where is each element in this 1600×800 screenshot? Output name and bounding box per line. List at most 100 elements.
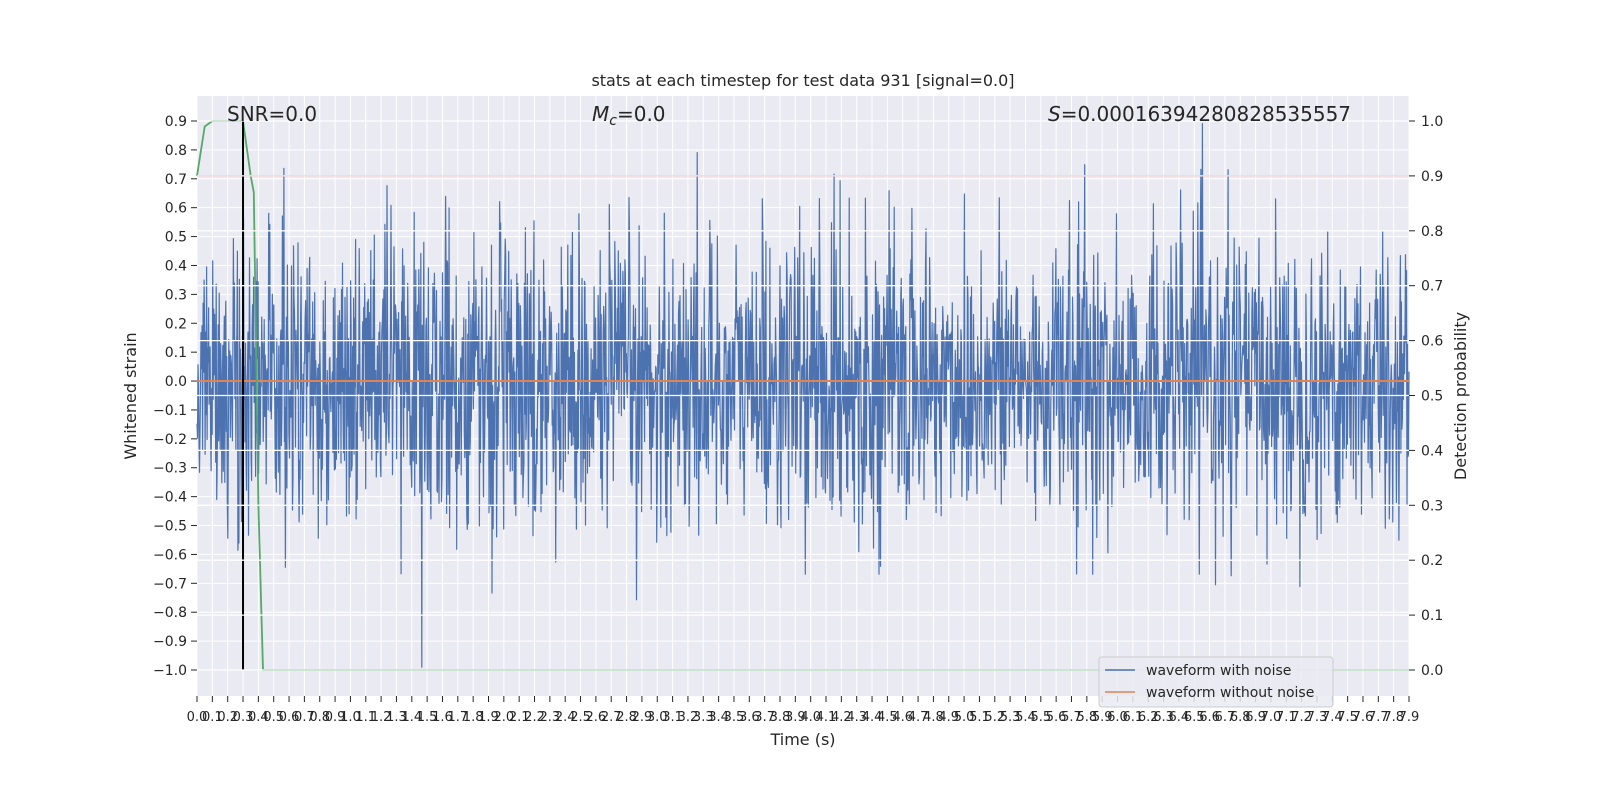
x-axis-label: Time (s): [769, 730, 835, 749]
x-tick-label: 5.4: [1015, 710, 1036, 725]
x-tick-label: 4.0: [800, 710, 821, 725]
x-tick-label: 7.0: [1261, 710, 1282, 725]
x-tick-label: 7.4: [1322, 710, 1343, 725]
x-tick-label: 7.9: [1399, 710, 1420, 725]
y2-tick-label: 0.2: [1421, 553, 1443, 569]
x-tick-label: 6.8: [1230, 710, 1251, 725]
y2-tick-label: 0.1: [1421, 608, 1443, 624]
y2-tick-label: 0.7: [1421, 279, 1443, 295]
x-tick-label: 7.3: [1307, 710, 1328, 725]
x-tick-label: 7.1: [1276, 710, 1297, 725]
y-tick-label: −0.4: [153, 490, 187, 506]
y2-tick-label: 1.0: [1421, 114, 1443, 130]
x-tick-label: 0.1: [202, 710, 223, 725]
x-tick-label: 7.6: [1353, 710, 1374, 725]
x-tick-label: 4.9: [938, 710, 959, 725]
x-tick-label: 6.3: [1153, 710, 1174, 725]
x-tick-label: 6.2: [1138, 710, 1159, 725]
x-tick-label: 1.3: [386, 710, 407, 725]
x-tick-label: 5.5: [1030, 710, 1051, 725]
s-annotation: S=0.00016394280828535557: [1048, 102, 1351, 126]
x-tick-label: 3.4: [708, 710, 729, 725]
y-tick-label: 0.7: [165, 172, 187, 188]
y-tick-label: −0.2: [153, 432, 187, 448]
y2-tick-label: 0.3: [1421, 498, 1443, 514]
y2-gridlines: [197, 120, 1409, 671]
y-tick-label: 0.8: [165, 143, 187, 159]
legend-box: [1098, 656, 1334, 708]
y-tick-label: 0.9: [165, 114, 187, 130]
y-tick-label: −0.8: [153, 605, 187, 621]
y-tick-label: −0.3: [153, 461, 187, 477]
y2-axis-ticks: 1.0 0.9 0.8 0.7 0.6 0.5 0.4 0.3 0.2 0.1 0.0: [1409, 114, 1443, 679]
x-tick-label: 5.6: [1046, 710, 1067, 725]
x-tick-label: 5.2: [984, 710, 1005, 725]
y-tick-label: −0.1: [153, 403, 187, 419]
series-waveform-with-noise: [196, 122, 1410, 668]
x-tick-label: 0.8: [309, 710, 330, 725]
x-tick-label: 1.0: [340, 710, 361, 725]
x-tick-label: 4.8: [923, 710, 944, 725]
x-tick-label: 2.3: [540, 710, 561, 725]
x-tick-label: 4.3: [846, 710, 867, 725]
x-tick-label: 3.7: [754, 710, 775, 725]
y-axis-ticks: 0.9 0.8 0.7 0.6 0.5 0.4 0.3 0.2 0.1 0.0 −0.1 −0.2 −0…: [153, 114, 197, 679]
y2-tick-label: 0.9: [1421, 169, 1443, 185]
x-tick-label: 1.6: [432, 710, 453, 725]
x-tick-label: 7.5: [1337, 710, 1358, 725]
x-tick-label: 3.0: [647, 710, 668, 725]
x-tick-label: 6.7: [1215, 710, 1236, 725]
x-tick-label: 6.9: [1245, 710, 1266, 725]
x-tick-label: 2.7: [601, 710, 622, 725]
x-tick-label: 3.3: [693, 710, 714, 725]
x-tick-label: 1.2: [371, 710, 392, 725]
x-axis-ticks: 0.00.10.20.30.40.50.60.70.80.91.01.11.21…: [187, 696, 1420, 725]
x-tick-label: 2.1: [509, 710, 530, 725]
x-tick-label: 0.4: [248, 710, 269, 725]
waveform-with-noise-line: [196, 122, 1410, 668]
y-tick-label: −0.6: [153, 547, 187, 563]
x-tick-label: 1.9: [478, 710, 499, 725]
y-tick-label: −0.9: [153, 634, 187, 650]
x-tick-label: 0.5: [263, 710, 284, 725]
y-tick-label: −1.0: [153, 663, 187, 679]
x-tick-label: 4.2: [831, 710, 852, 725]
mc-subscript: c: [609, 113, 617, 129]
x-tick-label: 6.0: [1107, 710, 1128, 725]
mc-symbol: M: [592, 102, 609, 126]
legend-label-waveform-with-noise: waveform with noise: [1146, 663, 1291, 679]
x-tick-label: 2.5: [570, 710, 591, 725]
x-tick-label: 2.8: [616, 710, 637, 725]
x-tick-label: 0.3: [233, 710, 254, 725]
x-tick-label: 5.3: [1000, 710, 1021, 725]
y2-tick-label: 0.8: [1421, 224, 1443, 240]
x-tick-label: 5.8: [1076, 710, 1097, 725]
x-tick-label: 2.4: [555, 710, 576, 725]
y-tick-label: 0.3: [165, 287, 187, 303]
x-tick-label: 5.9: [1092, 710, 1113, 725]
snr-annotation: SNR=0.0: [227, 102, 317, 126]
y-tick-label: 0.4: [165, 258, 187, 274]
y-tick-label: 0.2: [165, 316, 187, 332]
y2-tick-label: 0.0: [1421, 663, 1443, 679]
x-tick-label: 2.9: [632, 710, 653, 725]
x-tick-label: 1.4: [401, 710, 422, 725]
y-tick-label: 0.0: [165, 374, 187, 390]
legend: waveform with noise waveform without noi…: [1098, 656, 1334, 708]
s-value: =0.00016394280828535557: [1061, 102, 1351, 126]
x-tick-label: 6.1: [1123, 710, 1144, 725]
chart-title: stats at each timestep for test data 931…: [591, 71, 1014, 90]
x-tick-label: 6.5: [1184, 710, 1205, 725]
x-tick-label: 3.2: [678, 710, 699, 725]
y-tick-label: 0.6: [165, 201, 187, 217]
s-symbol: S: [1048, 102, 1061, 126]
y2-tick-label: 0.5: [1421, 389, 1443, 405]
y2-tick-label: 0.4: [1421, 443, 1443, 459]
legend-label-waveform-without-noise: waveform without noise: [1146, 685, 1314, 701]
y-tick-label: 0.5: [165, 230, 187, 246]
x-tick-label: 6.4: [1169, 710, 1190, 725]
x-tick-label: 3.6: [739, 710, 760, 725]
y-tick-label: 0.1: [165, 345, 187, 361]
x-tick-label: 4.7: [908, 710, 929, 725]
